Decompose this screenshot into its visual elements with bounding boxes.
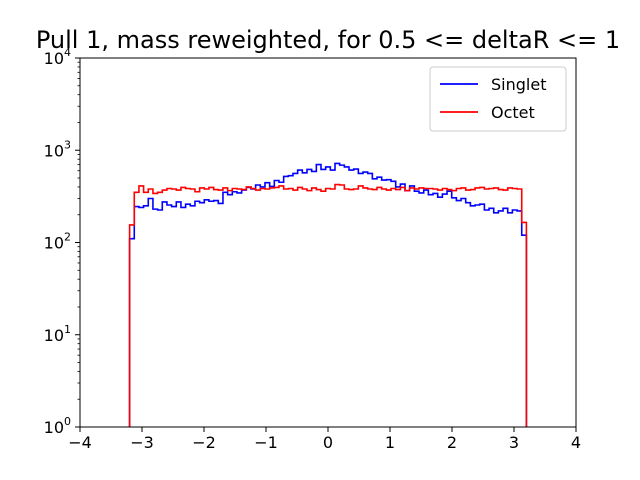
series-line-octet (128, 183, 528, 427)
legend-box (429, 66, 567, 132)
x-tick-label: 3 (509, 433, 519, 452)
x-tick-label: −4 (68, 433, 92, 452)
x-tick-label: 1 (385, 433, 395, 452)
series-layer (128, 162, 528, 427)
x-tick-label: 4 (571, 433, 581, 452)
series-line-singlet (128, 162, 528, 427)
x-tick-label: −3 (130, 433, 154, 452)
x-tick-label: 2 (447, 433, 457, 452)
chart-title: Pull 1, mass reweighted, for 0.5 <= delt… (36, 26, 620, 54)
legend-label-octet: Octet (491, 103, 535, 122)
x-tick-label: 0 (323, 433, 333, 452)
legend: Singlet Octet (429, 66, 567, 132)
x-tick-label: −2 (192, 433, 216, 452)
x-tick-label: −1 (254, 433, 278, 452)
legend-label-singlet: Singlet (491, 75, 546, 94)
